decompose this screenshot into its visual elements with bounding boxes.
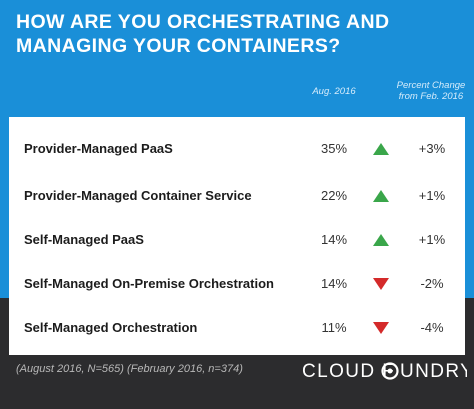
row-change: +1% (418, 232, 446, 247)
table-row: Self-Managed Orchestration 11% -4% (9, 309, 465, 347)
results-table: Provider-Managed PaaS 35% +3% Provider-Mana… (9, 117, 465, 355)
row-change: +3% (418, 141, 446, 156)
sample-size-footnote: (August 2016, N=565) (February 2016, n=3… (16, 363, 243, 375)
table-row: Provider-Managed PaaS 35% +3% (9, 130, 465, 168)
cloud-foundry-logo: CLOUD F UNDRY (302, 358, 473, 384)
row-change: -4% (420, 320, 444, 335)
row-value: 35% (320, 141, 348, 156)
up-arrow-icon (373, 143, 389, 155)
row-value: 14% (320, 276, 348, 291)
row-label: Self-Managed PaaS (24, 232, 144, 247)
row-label: Provider-Managed Container Service (24, 188, 252, 203)
table-row: Provider-Managed Container Service 22% +1% (9, 177, 465, 215)
row-change: -2% (420, 276, 444, 291)
row-value: 22% (320, 188, 348, 203)
foundry-o-mark (381, 362, 399, 380)
row-value: 11% (321, 320, 347, 335)
cloud-foundry-wordmark: CLOUD F UNDRY (302, 361, 473, 382)
table-row: Self-Managed PaaS 14% +1% (9, 221, 465, 259)
table-row: Self-Managed On-Premise Orchestration 14%… (9, 265, 465, 303)
down-arrow-icon (373, 278, 389, 290)
row-label: Self-Managed On-Premise Orchestration (24, 276, 274, 291)
up-arrow-icon (373, 234, 389, 246)
row-label: Self-Managed Orchestration (24, 320, 198, 335)
arrow-mark (373, 143, 389, 155)
arrow-mark (373, 278, 389, 290)
arrow-mark (373, 190, 389, 202)
arrow-mark (373, 234, 389, 246)
column-header-aug-2016: Aug. 2016 (312, 86, 356, 97)
down-arrow-icon (373, 322, 389, 334)
svg-text:UNDRY: UNDRY (400, 361, 467, 382)
chart-title: HOW ARE YOU ORCHESTRATING AND MANAGING Y… (16, 11, 390, 57)
up-arrow-icon (373, 190, 389, 202)
row-value: 14% (320, 232, 348, 247)
column-header-percent-change: Percent Change from Feb. 2016 (396, 80, 466, 102)
arrow-mark (373, 322, 389, 334)
row-change: +1% (418, 188, 446, 203)
svg-text:CLOUD F: CLOUD F (302, 361, 395, 382)
row-label: Provider-Managed PaaS (24, 141, 173, 156)
